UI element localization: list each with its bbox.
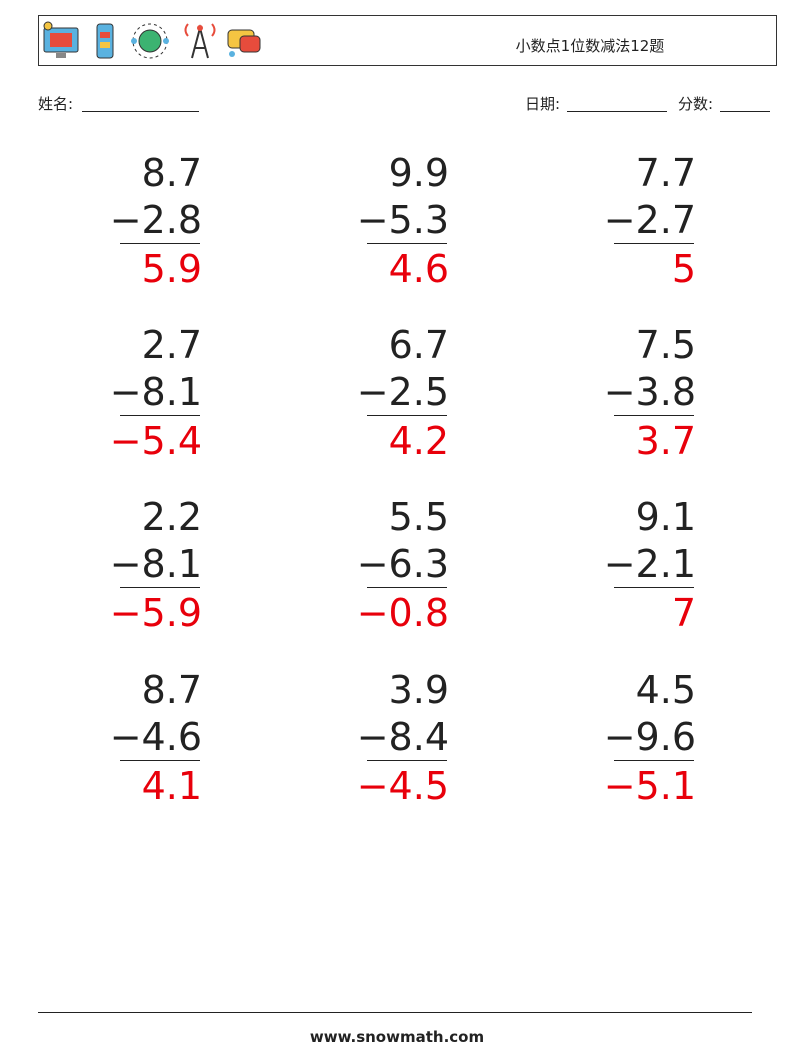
answer: 4.1 bbox=[141, 764, 202, 808]
icon-phone bbox=[96, 23, 114, 59]
footer: www.snowmath.com bbox=[309, 1028, 485, 1046]
title: 小数点1位数减法12题 bbox=[515, 37, 665, 55]
answer-rule bbox=[367, 587, 447, 588]
bottom-number: −2.5 bbox=[356, 370, 449, 414]
answer-rule bbox=[120, 587, 200, 588]
answer-rule bbox=[367, 760, 447, 761]
answer: 4.6 bbox=[388, 247, 449, 291]
top-number: 8.7 bbox=[141, 151, 202, 195]
answer-rule bbox=[614, 587, 694, 588]
bottom-number: −9.6 bbox=[603, 715, 696, 759]
bottom-number: −3.8 bbox=[603, 370, 696, 414]
bottom-number: −6.3 bbox=[356, 542, 449, 586]
bottom-number: −8.4 bbox=[356, 715, 449, 759]
icon-chat bbox=[227, 29, 261, 57]
answer: 5.9 bbox=[141, 247, 202, 291]
answer: −5.4 bbox=[109, 419, 202, 463]
score-line bbox=[720, 95, 770, 112]
top-number: 9.1 bbox=[635, 495, 696, 539]
answer-rule bbox=[367, 243, 447, 244]
answer: 4.2 bbox=[388, 419, 449, 463]
answer: 3.7 bbox=[635, 419, 696, 463]
top-number: 8.7 bbox=[141, 668, 202, 712]
date-label: 日期: bbox=[525, 95, 561, 113]
name-label: 姓名: bbox=[38, 95, 74, 113]
bottom-number: −2.7 bbox=[603, 198, 696, 242]
name-line bbox=[82, 95, 199, 112]
footer-rule bbox=[38, 1012, 752, 1013]
top-number: 9.9 bbox=[388, 151, 449, 195]
top-number: 2.2 bbox=[141, 495, 202, 539]
bottom-number: −8.1 bbox=[109, 542, 202, 586]
icon-tower bbox=[184, 23, 216, 59]
answer-rule bbox=[367, 415, 447, 416]
answer-rule bbox=[614, 243, 694, 244]
icons bbox=[43, 21, 261, 59]
answer: 7 bbox=[671, 591, 696, 635]
top-number: 7.7 bbox=[635, 151, 696, 195]
answer: 5 bbox=[671, 247, 696, 291]
answer: −4.5 bbox=[356, 764, 449, 808]
answer: −0.8 bbox=[356, 591, 449, 635]
answer-rule bbox=[120, 760, 200, 761]
bottom-number: −4.6 bbox=[109, 715, 202, 759]
answer-rule bbox=[120, 243, 200, 244]
icon-monitor bbox=[43, 21, 79, 58]
answer: −5.9 bbox=[109, 591, 202, 635]
top-number: 7.5 bbox=[635, 323, 696, 367]
answer-rule bbox=[120, 415, 200, 416]
top-number: 4.5 bbox=[635, 668, 696, 712]
icon-globe bbox=[131, 23, 169, 59]
answer: −5.1 bbox=[603, 764, 696, 808]
score-label: 分数: bbox=[678, 95, 714, 113]
top-number: 5.5 bbox=[388, 495, 449, 539]
answer-rule bbox=[614, 760, 694, 761]
top-number: 6.7 bbox=[388, 323, 449, 367]
bottom-number: −8.1 bbox=[109, 370, 202, 414]
bottom-number: −2.1 bbox=[603, 542, 696, 586]
bottom-number: −5.3 bbox=[356, 198, 449, 242]
answer-rule bbox=[614, 415, 694, 416]
top-number: 2.7 bbox=[141, 323, 202, 367]
top-number: 3.9 bbox=[388, 668, 449, 712]
bottom-number: −2.8 bbox=[109, 198, 202, 242]
date-line bbox=[567, 95, 667, 112]
header-box bbox=[38, 15, 777, 66]
